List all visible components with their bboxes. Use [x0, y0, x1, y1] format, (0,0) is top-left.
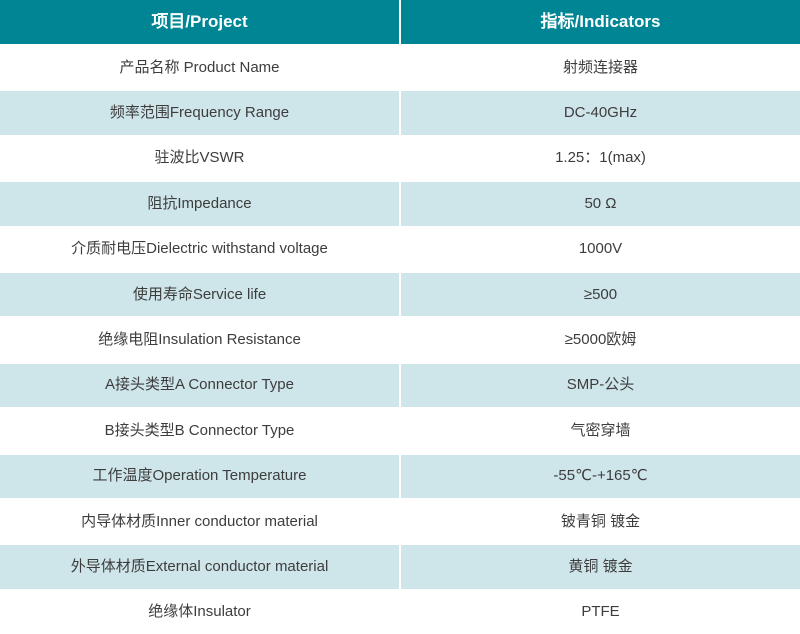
project-cell: 介质耐电压Dielectric withstand voltage	[0, 227, 399, 271]
indicator-cell: -55℃-+165℃	[401, 454, 800, 498]
indicator-cell: SMP-公头	[401, 363, 800, 408]
table-row: 使用寿命Service life ≥500	[0, 272, 800, 317]
indicator-cell: PTFE	[401, 590, 800, 634]
header-cell-indicators: 指标/Indicators	[401, 0, 800, 44]
indicator-cell: 气密穿墙	[401, 409, 800, 453]
table-row: 阻抗Impedance 50 Ω	[0, 182, 800, 226]
table-header-row: 项目/Project 指标/Indicators	[0, 0, 800, 44]
table-row: 绝缘体Insulator PTFE	[0, 590, 800, 634]
indicator-cell: DC-40GHz	[401, 91, 800, 135]
project-cell: 使用寿命Service life	[0, 272, 399, 317]
table-row: 驻波比VSWR 1.25：1(max)	[0, 136, 800, 181]
indicator-cell: 1.25：1(max)	[401, 136, 800, 181]
project-cell: 绝缘体Insulator	[0, 590, 399, 634]
table-row: 频率范围Frequency Range DC-40GHz	[0, 91, 800, 135]
project-cell: 频率范围Frequency Range	[0, 91, 399, 135]
indicator-cell: 黄铜 镀金	[401, 545, 800, 589]
table-row: 介质耐电压Dielectric withstand voltage 1000V	[0, 227, 800, 271]
project-cell: 外导体材质External conductor material	[0, 545, 399, 589]
indicator-cell: 射频连接器	[401, 46, 800, 90]
indicator-cell: ≥5000欧姆	[401, 318, 800, 362]
table-row: 绝缘电阻Insulation Resistance ≥5000欧姆	[0, 318, 800, 362]
indicator-cell: ≥500	[401, 272, 800, 317]
project-cell: 产品名称 Product Name	[0, 46, 399, 90]
project-cell: 内导体材质Inner conductor material	[0, 499, 399, 544]
table-row: 内导体材质Inner conductor material 铍青铜 镀金	[0, 499, 800, 544]
indicator-cell: 铍青铜 镀金	[401, 499, 800, 544]
project-cell: A接头类型A Connector Type	[0, 363, 399, 408]
indicator-cell: 1000V	[401, 227, 800, 271]
table-row: 产品名称 Product Name 射频连接器	[0, 46, 800, 90]
project-cell: 工作温度Operation Temperature	[0, 454, 399, 498]
project-cell: 阻抗Impedance	[0, 182, 399, 226]
project-cell: 绝缘电阻Insulation Resistance	[0, 318, 399, 362]
table-row: A接头类型A Connector Type SMP-公头	[0, 363, 800, 408]
project-cell: 驻波比VSWR	[0, 136, 399, 181]
table-row: 工作温度Operation Temperature -55℃-+165℃	[0, 454, 800, 498]
table-row: B接头类型B Connector Type 气密穿墙	[0, 409, 800, 453]
project-cell: B接头类型B Connector Type	[0, 409, 399, 453]
header-cell-project: 项目/Project	[0, 0, 399, 44]
table-row: 外导体材质External conductor material 黄铜 镀金	[0, 545, 800, 589]
indicator-cell: 50 Ω	[401, 182, 800, 226]
